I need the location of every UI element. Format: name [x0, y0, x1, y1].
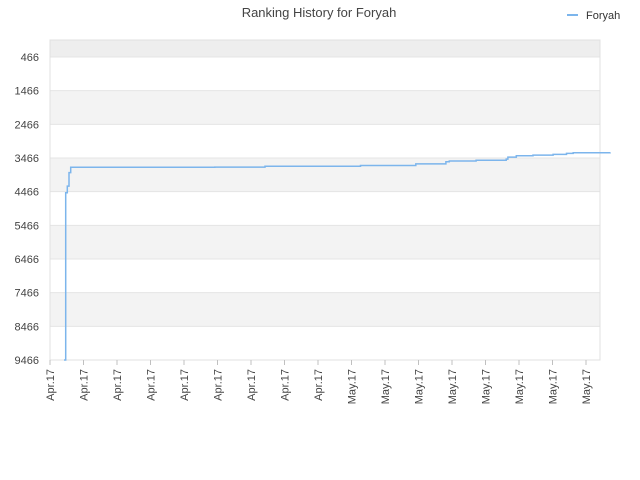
y-tick-label: 1466: [15, 86, 39, 98]
plot-band: [50, 40, 600, 57]
plot-band: [50, 191, 600, 226]
x-tick-label: Apr.17: [79, 369, 91, 401]
plot-band: [50, 326, 600, 360]
series-layer: [64, 151, 611, 361]
plot-band: [50, 292, 600, 327]
legend-label: Foryah: [586, 10, 620, 22]
y-tick-label: 2466: [15, 119, 39, 131]
y-tick-label: 5466: [15, 220, 39, 232]
plot-band: [50, 90, 600, 125]
y-tick-label: 9466: [15, 355, 39, 367]
x-tick-label: May.17: [548, 369, 560, 404]
x-tick-label: May.17: [514, 369, 526, 404]
y-tick-label: 466: [21, 52, 39, 64]
legend[interactable]: Foryah: [567, 10, 620, 22]
y-tick-label: 8466: [15, 321, 39, 333]
x-tick-label: May.17: [380, 369, 392, 404]
plot-band: [50, 158, 600, 192]
x-axis: Apr.17 Apr.17 Apr.17 Apr.17 Apr.17 Apr.17 Apr.…: [45, 360, 593, 404]
x-tick-label: Apr.17: [179, 369, 191, 401]
plot-band: [50, 259, 600, 293]
x-tick-label: Apr.17: [146, 369, 158, 401]
y-tick-label: 4466: [15, 187, 39, 199]
x-tick-label: Apr.17: [280, 369, 292, 401]
x-tick-label: Apr.17: [313, 369, 325, 401]
x-tick-label: May.17: [347, 369, 359, 404]
plot-band: [50, 57, 600, 91]
x-tick-label: May.17: [447, 369, 459, 404]
plot-area-border: [49, 39, 601, 361]
plot-band: [50, 225, 600, 259]
x-tick-label: May.17: [481, 369, 493, 404]
series-line-foryah[interactable]: [64, 151, 611, 361]
x-tick-label: May.17: [414, 369, 426, 404]
y-tick-label: 3466: [15, 153, 39, 165]
x-tick-label: May.17: [581, 369, 593, 404]
plot-bands: [50, 40, 600, 360]
x-tick-label: Apr.17: [112, 369, 124, 401]
chart-title: Ranking History for Foryah: [242, 5, 397, 20]
x-tick-label: Apr.17: [246, 369, 258, 401]
y-tick-label: 7466: [15, 288, 39, 300]
plot-band: [50, 124, 600, 158]
x-tick-label: Apr.17: [213, 369, 225, 401]
y-axis: 466 1466 2466 3466 4466 5466 6466 7466 8466 9466: [15, 52, 39, 367]
y-tick-label: 6466: [15, 254, 39, 266]
x-tick-label: Apr.17: [45, 369, 57, 401]
